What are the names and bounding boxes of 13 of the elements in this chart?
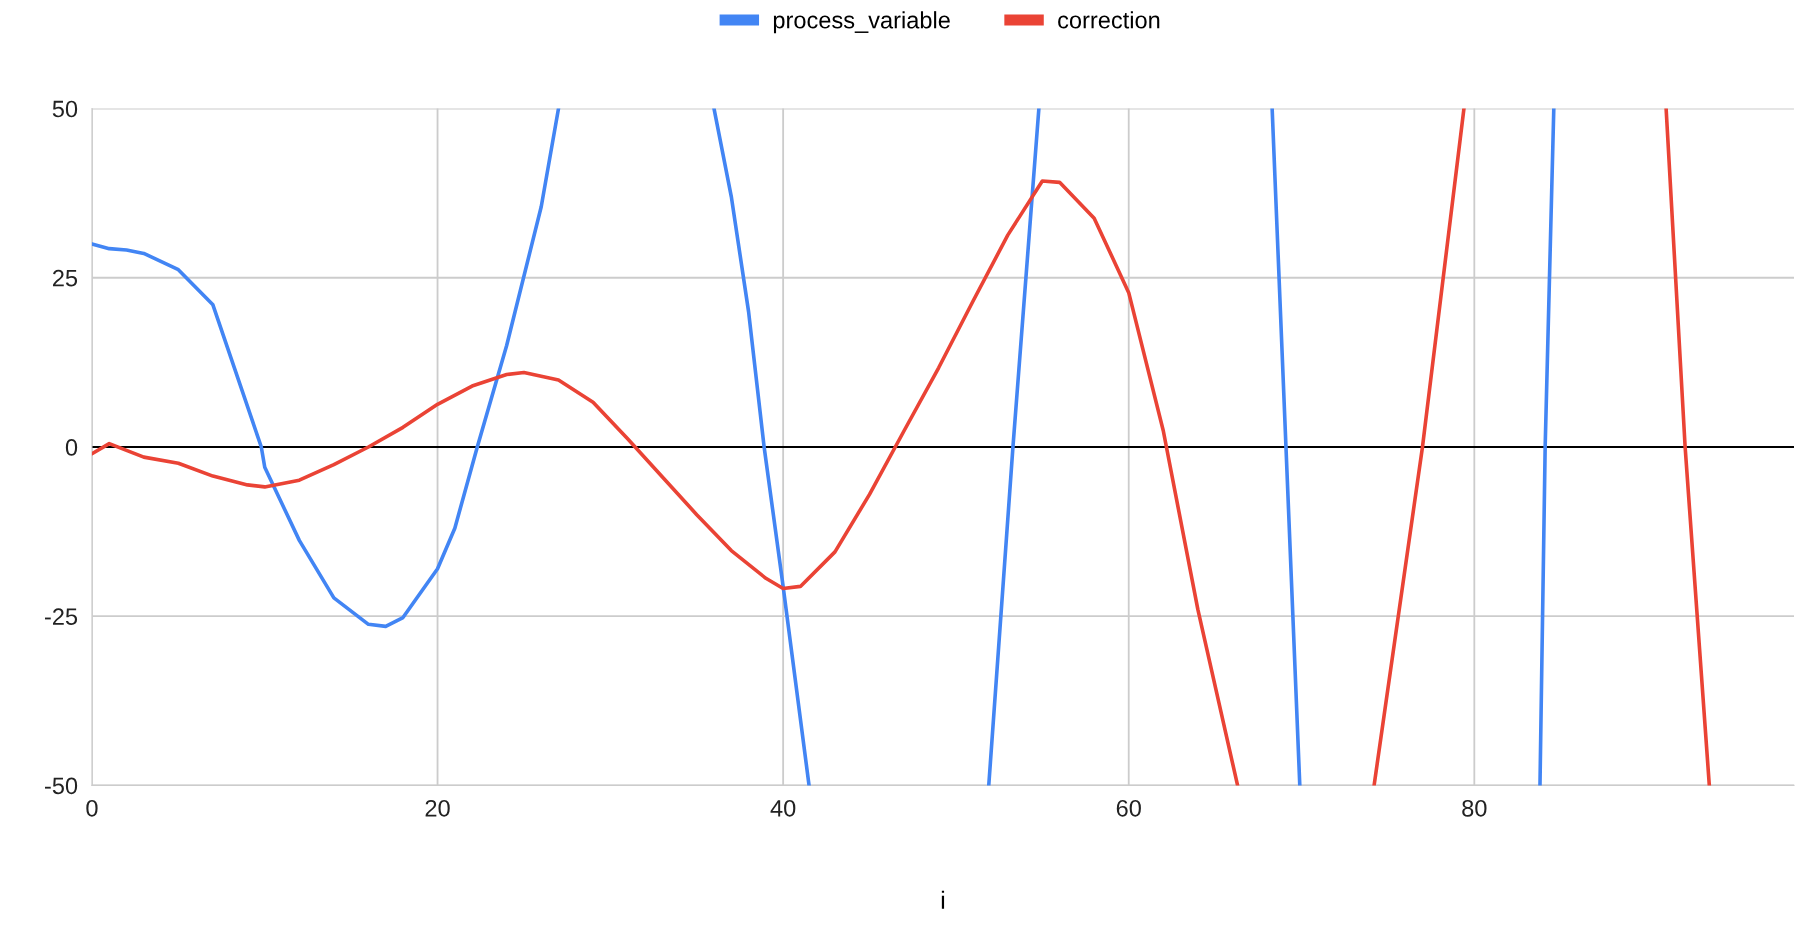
y-tick-label: 25 <box>52 269 78 287</box>
y-tick-label: 0 <box>65 439 78 456</box>
x-tick-label: 0 <box>86 799 98 817</box>
x-tick-label: 40 <box>770 799 796 817</box>
x-tick-label: 20 <box>425 799 450 817</box>
legend-label: process_variable <box>773 11 950 34</box>
x-axis-title: i <box>941 890 945 909</box>
x-tick-label: 60 <box>1116 799 1141 817</box>
legend-label: correction <box>1058 11 1160 29</box>
y-tick-label: -25 <box>44 608 78 625</box>
y-tick-label: 50 <box>52 100 78 118</box>
x-tick-label: 80 <box>1462 799 1487 817</box>
y-tick-label: -50 <box>44 777 78 795</box>
